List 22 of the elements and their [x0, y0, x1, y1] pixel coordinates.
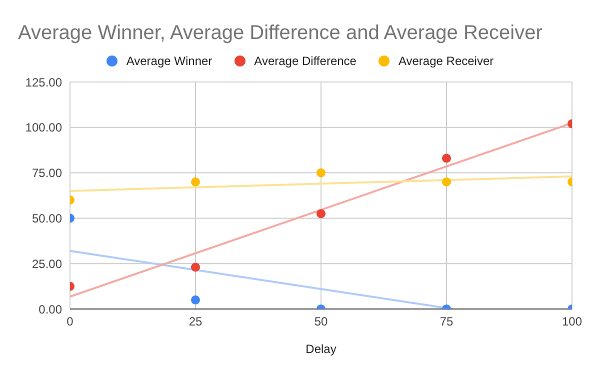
point	[316, 209, 326, 218]
point	[316, 168, 326, 178]
point	[190, 177, 200, 186]
y-tick-label: 25.00	[32, 256, 62, 271]
x-tick-label: 100	[562, 314, 582, 329]
x-tick-label: 25	[188, 314, 202, 329]
point	[442, 177, 452, 186]
y-tick-label: 0.00	[38, 302, 62, 316]
x-tick-label: 75	[440, 314, 454, 329]
chart-title: Average Winner, Average Difference and Average Receiver	[17, 21, 544, 46]
y-tick-label: 125.00	[25, 75, 62, 90]
point	[442, 154, 452, 163]
y-tick-label: 75.00	[32, 166, 62, 180]
x-tick-label: 50	[314, 314, 328, 329]
point	[190, 262, 200, 272]
y-tick-label: 50.00	[32, 211, 62, 226]
legend-label: Average Winner	[125, 54, 212, 68]
legend-label: Average Receiver	[397, 54, 494, 68]
y-tick-label: 100.00	[25, 120, 62, 135]
x-axis-title: Delay	[306, 342, 336, 356]
legend-label: Average Difference	[253, 54, 356, 68]
x-tick-label: 0	[66, 314, 74, 329]
